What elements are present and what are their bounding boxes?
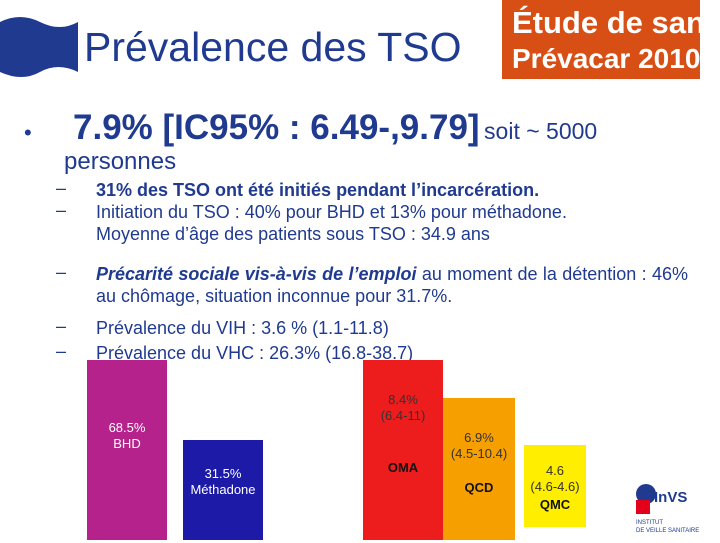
bullet-5: Prévalence du VHC : 26.3% (16.8-38.7) (96, 343, 414, 363)
dash-icon: – (56, 200, 67, 220)
invs-logo: InVS INSTITUT DE VEILLE SANITAIRE (622, 480, 714, 538)
dash-icon: – (56, 178, 67, 198)
headline-prevalence: 7.9% [IC95% : 6.49-,9.79] (73, 108, 480, 147)
bullet-icon: • (24, 120, 32, 145)
bar-qmc-name: QMC (539, 497, 571, 512)
bar-qcd-name: QCD (464, 480, 494, 495)
study-logo: Étude de santé Prévacar 2010 (502, 0, 720, 79)
bullet-4: Prévalence du VIH : 3.6 % (1.1-11.8) (96, 318, 389, 338)
dash-icon: – (56, 341, 67, 361)
bullet-1: 31% des TSO ont été initiés pendant l’in… (96, 180, 540, 200)
bar-oma: 8.4% (6.4-11) OMA (363, 360, 443, 540)
invs-logo-name: InVS (654, 489, 687, 506)
page-title: Prévalence des TSO (84, 24, 462, 70)
headline: 7.9% [IC95% : 6.49-,9.79] soit ~ 5000 (73, 108, 597, 148)
bar-bhd-label: 68.5% BHD (108, 420, 146, 451)
logo-line-2: Prévacar 2010 (512, 43, 701, 74)
bar-bhd: 68.5% BHD (87, 360, 167, 540)
bar-qcd-ci: 6.9% (4.5-10.4) (450, 430, 508, 461)
invs-logo-sub2: DE VEILLE SANITAIRE (636, 528, 699, 534)
invs-logo-sub1: INSTITUT (636, 520, 663, 526)
bullet-2: Initiation du TSO : 40% pour BHD et 13% … (96, 202, 567, 222)
bar-methadone-label: 31.5% Méthadone (190, 466, 256, 497)
bar-methadone: 31.5% Méthadone (183, 440, 263, 540)
bar-qcd: 6.9% (4.5-10.4) QCD (443, 398, 515, 540)
tricolor-flag-icon (0, 14, 78, 80)
bar-oma-name: OMA (387, 460, 419, 475)
bar-qmc: 4.6 (4.6-4.6) QMC (524, 445, 586, 527)
bullet-2b: Moyenne d’âge des patients sous TSO : 34… (96, 224, 490, 244)
bullet-3: Précarité sociale vis-à-vis de l’emploi … (96, 264, 688, 306)
logo-line-1: Étude de santé (512, 5, 720, 40)
dash-icon: – (56, 262, 67, 282)
headline-line-2: personnes (64, 148, 177, 175)
headline-approx: soit ~ 5000 (484, 118, 598, 144)
dash-icon: – (56, 316, 67, 336)
bar-qmc-ci: 4.6 (4.6-4.6) (530, 463, 580, 494)
bar-oma-ci: 8.4% (6.4-11) (380, 392, 426, 423)
